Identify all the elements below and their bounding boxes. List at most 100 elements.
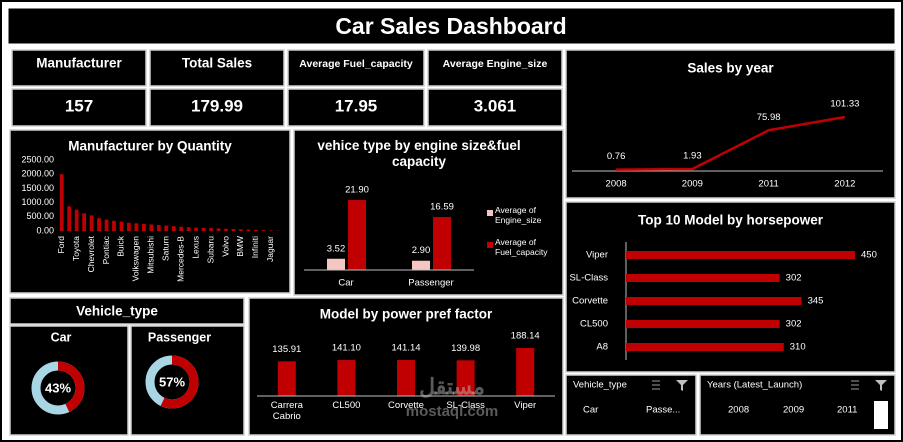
bar	[626, 274, 780, 282]
slicer-item: 2009	[783, 405, 804, 416]
value-label: 141.14	[391, 343, 420, 354]
slicer-title: Vehicle_type	[573, 380, 627, 391]
x-tick-label-box: Carrera Cabrio	[270, 400, 303, 423]
slicer-title: Years (Latest_Launch)	[707, 380, 802, 391]
value-label: 1.93	[683, 151, 702, 162]
clear-filter-icon	[676, 380, 688, 391]
x-tick-label: Volvo	[220, 236, 230, 257]
x-tick-label: Passenger	[408, 278, 453, 289]
bar	[201, 227, 206, 231]
x-tick-label-box: CL500	[332, 400, 360, 411]
bar	[433, 216, 451, 270]
bar	[142, 223, 146, 231]
donut-value: 43%	[45, 380, 71, 395]
value-label: 302	[786, 273, 802, 284]
y-tick-label: CL500	[580, 319, 608, 330]
donut-label: Passenger	[148, 330, 211, 344]
slicer-item: Passe...	[646, 405, 680, 416]
bar	[516, 348, 535, 396]
value-label: 345	[808, 296, 824, 307]
kpi-label-card	[11, 49, 147, 87]
y-tick-label: 2500.00	[21, 154, 54, 164]
value-label: 21.90	[345, 185, 369, 196]
bar	[104, 219, 109, 231]
x-tick-label: Jaguar	[265, 236, 275, 262]
x-tick-label: 2009	[682, 179, 703, 190]
value-label: 135.91	[272, 344, 301, 355]
legend-swatch	[487, 242, 493, 248]
value-label: 302	[786, 319, 802, 330]
chart-title: Top 10 Model by horsepower	[638, 213, 824, 228]
bar	[261, 230, 266, 231]
x-tick-label: Buick	[116, 235, 126, 257]
bar	[97, 218, 101, 231]
chart-title-box: vehice type by engine size&fuel capacity	[317, 138, 520, 169]
bar	[112, 220, 116, 231]
value-label: 3.52	[327, 243, 346, 254]
bar	[127, 222, 131, 231]
x-tick-label: Toyota	[71, 236, 81, 261]
value-label: 139.98	[451, 343, 480, 354]
value-label: 141.10	[332, 343, 361, 354]
x-tick-label: Infiniti	[250, 236, 260, 258]
chart-title: Sales by year	[687, 61, 774, 76]
y-tick-label: 500.00	[26, 211, 54, 221]
slicer-item: 2008	[728, 405, 749, 416]
y-tick-label: 1000.00	[21, 197, 54, 207]
kpi-value-card	[149, 88, 285, 127]
x-tick-label-box: SL-Class	[446, 400, 485, 411]
bar	[149, 224, 154, 231]
slicer	[565, 374, 697, 436]
y-tick-label: Corvette	[572, 296, 608, 307]
chart-title: Manufacturer by Quantity	[68, 139, 232, 154]
x-tick-label: Mercedes-B	[175, 236, 185, 282]
legend-label: Average of Fuel_capacity	[495, 237, 548, 258]
kpi-value-card	[11, 88, 147, 127]
bar	[231, 229, 236, 231]
bar	[89, 215, 94, 231]
kpi-value-card	[287, 88, 425, 127]
kpi-label: Total Sales	[182, 56, 252, 71]
x-tick-label: Corvette	[388, 400, 424, 411]
bar	[119, 221, 124, 231]
bar	[216, 228, 221, 231]
bar	[254, 229, 258, 231]
bar	[179, 226, 184, 231]
kpi-label: Average Fuel_capacity	[299, 58, 413, 70]
bar	[194, 227, 198, 231]
kpi-value-card	[427, 88, 563, 127]
value-label: 310	[790, 342, 806, 353]
y-tick-label: Viper	[586, 250, 608, 261]
bar	[246, 229, 251, 231]
dashboard-title: Car Sales Dashboard	[335, 13, 566, 39]
bar	[59, 174, 64, 231]
slicer	[699, 374, 896, 436]
legend-label: Average of Engine_size	[495, 205, 542, 226]
chart-title: Vehicle_type	[76, 304, 158, 319]
x-tick-label: 2008	[606, 179, 627, 190]
bar	[82, 213, 86, 231]
bar	[337, 360, 356, 396]
bar	[268, 230, 273, 231]
kpi-value: 3.061	[474, 96, 517, 115]
bar	[348, 200, 366, 270]
bar	[224, 228, 228, 231]
value-label: 188.14	[511, 331, 540, 342]
bar	[456, 360, 475, 396]
kpi-label-card	[427, 49, 563, 87]
title-bar	[7, 7, 896, 45]
donut-arc	[31, 361, 85, 415]
value-label: 16.59	[430, 201, 454, 212]
kpi-value: 17.95	[335, 96, 378, 115]
bar	[327, 258, 345, 270]
watermark-arabic: مستقل	[419, 374, 485, 399]
x-tick-label: Car	[338, 278, 353, 289]
bar	[412, 260, 430, 270]
donut-label: Car	[51, 330, 72, 344]
multi-select-icon	[851, 380, 859, 390]
x-tick-label: Mitsubishi	[146, 236, 156, 274]
value-label: 101.33	[830, 99, 859, 110]
x-tick-label: Carrera Cabrio	[270, 400, 303, 423]
x-tick-label: SL-Class	[446, 400, 485, 411]
